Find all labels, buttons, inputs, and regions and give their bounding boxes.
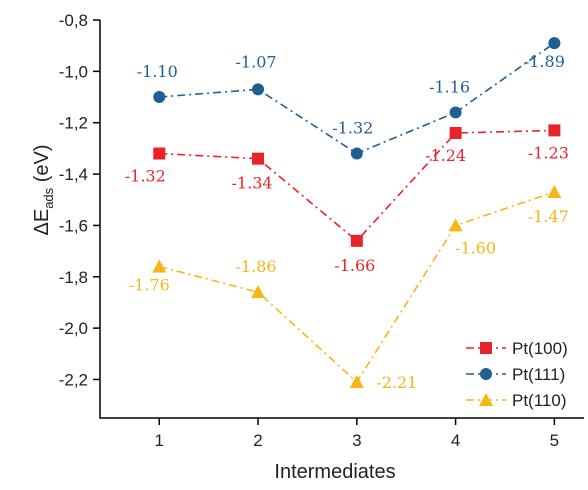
data-point bbox=[251, 285, 266, 299]
y-tick-label: -1,4 bbox=[59, 165, 88, 184]
data-label: -1.10 bbox=[137, 62, 178, 81]
series-line bbox=[159, 129, 555, 242]
data-point bbox=[350, 234, 363, 247]
data-point bbox=[349, 375, 364, 389]
legend-label: Pt(110) bbox=[512, 391, 567, 410]
series-line bbox=[159, 191, 555, 384]
data-label: -1.66 bbox=[334, 256, 375, 275]
legend-marker bbox=[480, 342, 492, 354]
data-point bbox=[449, 126, 462, 139]
data-point bbox=[252, 152, 265, 165]
data-point bbox=[548, 124, 561, 137]
y-tick-label: -2,0 bbox=[59, 319, 88, 338]
legend-item-0: Pt(100) bbox=[466, 339, 568, 358]
series-layer bbox=[152, 37, 562, 389]
legend-marker bbox=[480, 368, 492, 380]
legend-item-2: Pt(110) bbox=[466, 391, 567, 410]
data-label: -1.23 bbox=[528, 143, 569, 162]
data-label: -1.89 bbox=[524, 52, 565, 71]
x-tick-label: 1 bbox=[155, 431, 164, 450]
data-point bbox=[153, 91, 166, 104]
data-label: -1.34 bbox=[232, 174, 273, 193]
legend: Pt(100) Pt(111) Pt(110) bbox=[466, 339, 568, 410]
data-point bbox=[152, 259, 167, 273]
legend-label: Pt(100) bbox=[512, 339, 568, 358]
data-label: -1.32 bbox=[125, 167, 166, 186]
data-point bbox=[547, 185, 562, 199]
y-tick-label: -0,8 bbox=[59, 11, 88, 30]
data-point bbox=[548, 37, 561, 50]
y-axis-title: ΔEads (eV) bbox=[31, 144, 56, 235]
y-axis-title-main: ΔE bbox=[31, 209, 53, 236]
y-tick-label: -1,2 bbox=[59, 114, 88, 133]
axis-frame bbox=[99, 20, 584, 419]
y-axis-title-unit: (eV) bbox=[31, 144, 53, 187]
y-tick-label: -1,8 bbox=[59, 268, 88, 287]
data-label: -1.24 bbox=[425, 146, 466, 165]
legend-label: Pt(111) bbox=[512, 365, 565, 384]
y-tick-label: -2,2 bbox=[59, 370, 88, 389]
data-label: -1.32 bbox=[332, 119, 373, 138]
y-axis-title-sub: ads bbox=[41, 187, 56, 208]
legend-marker bbox=[479, 393, 493, 406]
data-label: -2.21 bbox=[376, 373, 417, 392]
data-label: -1.07 bbox=[236, 52, 277, 71]
x-axis-title: Intermediates bbox=[274, 461, 395, 483]
data-point bbox=[448, 218, 463, 232]
x-tick-label: 5 bbox=[550, 431, 559, 450]
data-point bbox=[252, 83, 265, 96]
x-tick-label: 4 bbox=[451, 431, 460, 450]
axes: -0,8 -1,0 -1,2 -1,4 -1,6 -1,8 -2,0 -2,2 1 2 3 4 5 bbox=[59, 11, 584, 450]
data-point bbox=[153, 147, 166, 160]
data-label: -1.47 bbox=[528, 207, 569, 226]
data-label: -1.60 bbox=[455, 238, 496, 257]
y-tick-label: -1,6 bbox=[59, 216, 88, 235]
data-point bbox=[449, 106, 462, 119]
legend-item-1: Pt(111) bbox=[466, 365, 565, 384]
data-point bbox=[350, 147, 363, 160]
data-label: -1.76 bbox=[129, 276, 170, 295]
series-0 bbox=[153, 124, 561, 247]
data-label: -1.86 bbox=[236, 257, 277, 276]
series-2 bbox=[152, 185, 562, 389]
y-tick-label: -1,0 bbox=[59, 62, 88, 81]
series-1 bbox=[153, 37, 561, 160]
x-tick-label: 2 bbox=[253, 431, 262, 450]
data-labels: -1.32 -1.34 -1.66 -1.24 -1.23 -1.10 -1.07 -1.32… bbox=[125, 52, 569, 392]
x-tick-label: 3 bbox=[352, 431, 361, 450]
data-label: -1.16 bbox=[429, 77, 470, 96]
